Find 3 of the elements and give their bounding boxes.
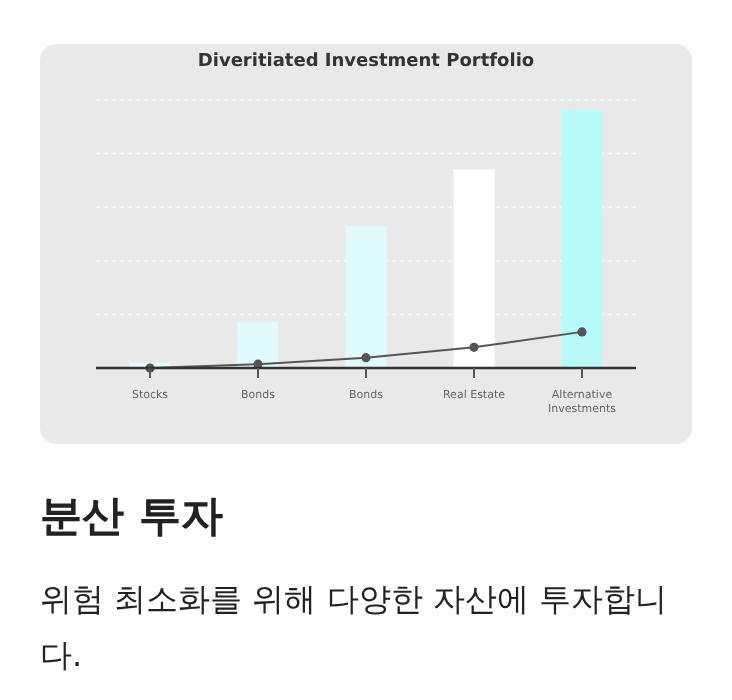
text: 위험 최소화를 위해 다양한 자산에 투자합니다. (40, 578, 669, 678)
chart-title: Diveritiated Investment Portfolio (197, 52, 535, 72)
text: 분산 투자 (40, 490, 223, 544)
